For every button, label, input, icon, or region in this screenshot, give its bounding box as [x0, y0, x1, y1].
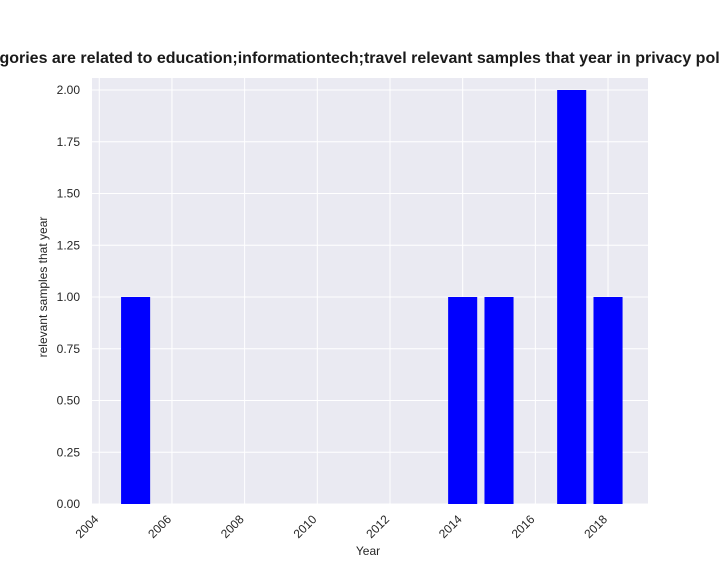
y-tick-label: 0.75: [57, 342, 81, 356]
y-tick-label: 2.00: [57, 83, 81, 97]
y-tick-labels: 0.00 0.25 0.50 0.75 1.00 1.25 1.50 1.75 2.00: [57, 83, 81, 511]
y-axis-label: relevant samples that year: [36, 217, 50, 358]
x-tick-label: 2012: [363, 512, 392, 541]
x-tick-label: 2004: [73, 512, 102, 541]
x-tick-labels: 2004 2006 2008 2010 2012 2014 2016 2018: [73, 512, 611, 541]
y-tick-label: 1.75: [57, 135, 81, 149]
x-tick-label: 2008: [218, 512, 247, 541]
x-tick-label: 2014: [436, 512, 465, 541]
chart-title: Categories are related to education;info…: [0, 50, 720, 67]
y-tick-label: 0.25: [57, 445, 81, 459]
y-tick-label: 1.00: [57, 290, 81, 304]
x-tick-label: 2010: [291, 512, 320, 541]
grid-lines: [92, 78, 648, 505]
bar-2015: [484, 297, 514, 504]
plot-area: [92, 78, 648, 504]
y-tick-label: 0.50: [57, 394, 81, 408]
bar-2005: [121, 297, 151, 504]
y-tick-label: 1.25: [57, 238, 81, 252]
x-tick-label: 2018: [581, 512, 610, 541]
x-tick-label: 2006: [145, 512, 174, 541]
x-axis-label: Year: [356, 544, 380, 558]
x-tick-label: 2016: [509, 512, 538, 541]
bar-2018: [593, 297, 623, 504]
bars: [121, 90, 623, 504]
y-tick-label: 1.50: [57, 187, 81, 201]
bar-2014: [448, 297, 478, 504]
y-tick-label: 0.00: [57, 497, 81, 511]
bar-2017: [557, 90, 587, 504]
